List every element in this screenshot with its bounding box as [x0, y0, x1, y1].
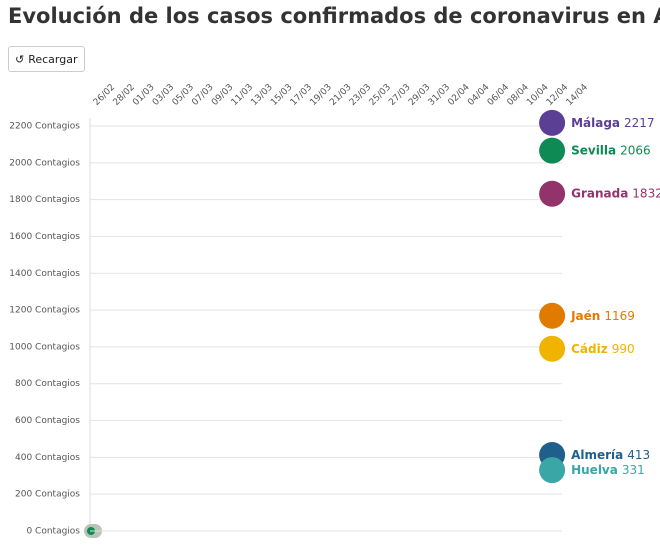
- bubble: [539, 335, 566, 362]
- series-name: Cádiz: [571, 341, 608, 355]
- bubble-label: Huelva 331: [571, 463, 645, 477]
- y-tick-label: 400 Contagios: [15, 453, 80, 463]
- y-tick-label: 1800 Contagios: [9, 195, 80, 205]
- value-label: 1169: [604, 308, 635, 322]
- reload-button[interactable]: ↺ Recargar: [8, 46, 85, 72]
- y-tick-label: 1000 Contagios: [9, 342, 80, 352]
- value-label: 2217: [624, 115, 655, 129]
- series-name: Málaga: [571, 115, 620, 129]
- y-tick-label: 2000 Contagios: [9, 158, 80, 168]
- y-tick-label: 1200 Contagios: [9, 306, 80, 316]
- bubble: [539, 302, 566, 329]
- reload-label: Recargar: [28, 52, 78, 66]
- bubble-label: Jaén 1169: [570, 308, 635, 322]
- value-label: 1832: [632, 186, 660, 200]
- series-name: Jaén: [570, 308, 600, 322]
- y-tick-label: 600 Contagios: [15, 416, 80, 426]
- value-label: 2066: [620, 143, 651, 157]
- series-name: Sevilla: [571, 143, 616, 157]
- bubble: [539, 457, 566, 484]
- bubble: [539, 180, 566, 207]
- value-label: 413: [627, 447, 650, 461]
- reload-icon: ↺: [15, 52, 25, 66]
- value-label: 990: [612, 341, 635, 355]
- bubble-label: Almería 413: [571, 447, 650, 461]
- bubble-label: Granada 1832: [571, 186, 660, 200]
- bubble: [539, 137, 566, 164]
- y-tick-label: 2200 Contagios: [9, 122, 80, 132]
- value-label: 331: [622, 463, 645, 477]
- series-name: Granada: [571, 186, 628, 200]
- x-tick-label: 14/04: [565, 82, 591, 108]
- bubble: [539, 109, 566, 136]
- y-tick-label: 800 Contagios: [15, 379, 80, 389]
- series-name: Almería: [571, 447, 623, 461]
- y-tick-label: 1600 Contagios: [9, 232, 80, 242]
- bubble-label: Cádiz 990: [571, 341, 635, 355]
- series-name: Huelva: [571, 463, 618, 477]
- y-tick-label: 200 Contagios: [15, 490, 80, 500]
- chart-title: Evolución de los casos confirmados de co…: [8, 4, 660, 28]
- y-tick-label: 0 Contagios: [26, 527, 80, 537]
- bubble-label: Málaga 2217: [571, 115, 654, 129]
- bubble-label: Sevilla 2066: [571, 143, 651, 157]
- y-tick-label: 1400 Contagios: [9, 269, 80, 279]
